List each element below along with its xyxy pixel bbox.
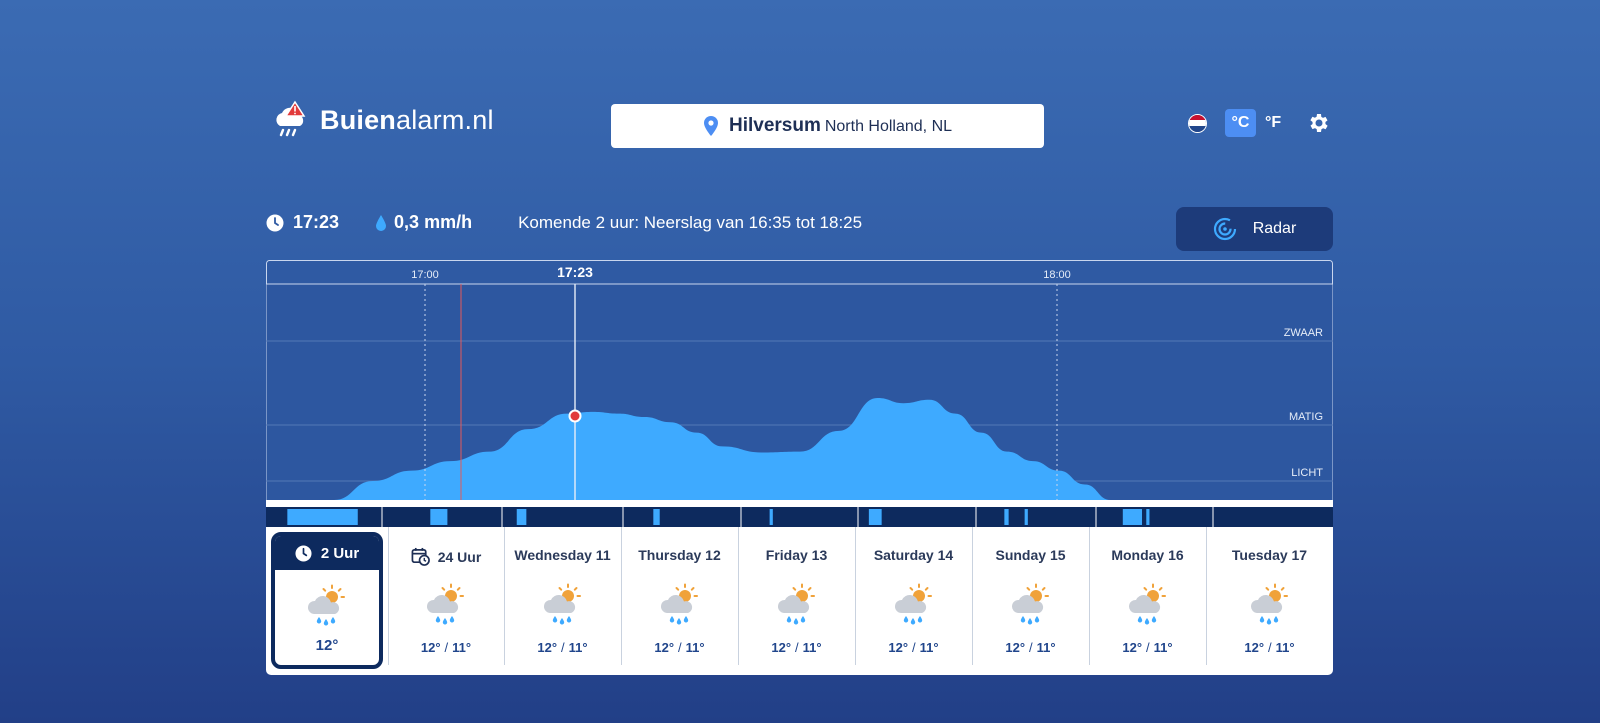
- tab-day-low: 11°: [919, 640, 939, 655]
- tab-2-uur[interactable]: 2 Uur 12°: [271, 532, 383, 669]
- tab-day-label: Wednesday 11: [514, 547, 611, 563]
- tab-day-2[interactable]: Friday 13 12°/11°: [738, 527, 855, 665]
- forecast-summary: Komende 2 uur: Neerslag van 16:35 tot 18…: [518, 212, 863, 232]
- strip-segment: [1122, 509, 1143, 525]
- celsius-toggle[interactable]: °C: [1225, 109, 1256, 137]
- netherlands-flag-icon[interactable]: [1188, 113, 1207, 133]
- temp-separator: /: [1268, 640, 1272, 655]
- tab-day-high: 12°: [888, 640, 909, 655]
- tab-2-uur-label: 2 Uur: [320, 544, 360, 562]
- location-city: Hilversum: [728, 115, 821, 136]
- sun-cloud-rain-icon: [1010, 583, 1049, 625]
- cursor-marker[interactable]: [568, 409, 582, 423]
- tab-day-6[interactable]: Tuesday 17 12°/11°: [1206, 527, 1333, 665]
- tab-day-high: 12°: [771, 640, 792, 655]
- gear-icon[interactable]: [1307, 111, 1331, 135]
- location-region: North Holland, NL: [824, 118, 953, 135]
- current-conditions: 17:23 0,3 mm/h Komende 2 uur: Neerslag v…: [266, 212, 862, 233]
- tick-label-1800: 18:00: [1043, 269, 1071, 281]
- raindrop-icon: [376, 214, 387, 231]
- tab-day-label: Sunday 15: [995, 547, 1066, 563]
- temp-separator: /: [1029, 640, 1033, 655]
- temp-separator: /: [912, 640, 916, 655]
- tab-day-label: Thursday 12: [638, 547, 721, 563]
- tab-day-low: 11°: [685, 640, 705, 655]
- sun-cloud-rain-icon: [542, 583, 581, 625]
- tab-day-0[interactable]: Wednesday 11 12°/11°: [504, 527, 621, 665]
- tab-24-uur-low: 11°: [452, 640, 472, 655]
- header-controls: °C °F: [1188, 109, 1331, 137]
- radar-button-label: Radar: [1252, 220, 1297, 237]
- tick-label-1700: 17:00: [411, 269, 439, 281]
- tab-day-high: 12°: [1244, 640, 1265, 655]
- tab-day-low: 11°: [1153, 640, 1173, 655]
- sun-cloud-rain-icon: [893, 583, 932, 625]
- sun-cloud-rain-icon: [425, 583, 464, 625]
- tab-24-uur[interactable]: 24 Uur 12°/11°: [388, 527, 504, 665]
- brand-logo[interactable]: Buienalarm.nl: [270, 100, 494, 140]
- location-search[interactable]: Hilversum North Holland, NL: [611, 104, 1044, 148]
- clock-icon: [266, 214, 284, 231]
- tab-24-uur-label: 24 Uur: [437, 548, 482, 565]
- strip-segment: [287, 509, 358, 525]
- fahrenheit-toggle[interactable]: °F: [1265, 114, 1282, 131]
- precipitation-chart[interactable]: ZWAAR MATIG LICHT 17:00 18:00 17:23: [266, 260, 1333, 507]
- precipitation-timeline-strip: [266, 507, 1333, 527]
- brand-name-bold: Buien: [320, 104, 397, 135]
- strip-segment: [516, 509, 527, 525]
- temp-separator: /: [795, 640, 799, 655]
- tab-day-5[interactable]: Monday 16 12°/11°: [1089, 527, 1206, 665]
- strip-segment: [769, 509, 773, 525]
- tab-day-label: Monday 16: [1111, 547, 1184, 563]
- radar-button[interactable]: Radar: [1176, 207, 1333, 251]
- current-time: 17:23: [293, 212, 340, 232]
- temp-separator: /: [1146, 640, 1150, 655]
- clock-icon: [295, 544, 312, 562]
- sun-cloud-rain-icon: [1127, 583, 1166, 625]
- forecast-tabs: 2 Uur 12° 24 Uur 12°/11° Wednesday 11 12°…: [266, 527, 1333, 675]
- tab-day-low: 11°: [568, 640, 588, 655]
- tab-day-high: 12°: [1122, 640, 1143, 655]
- strip-segment: [1146, 509, 1150, 525]
- level-label-zwaar: ZWAAR: [1284, 327, 1323, 339]
- tab-day-4[interactable]: Sunday 15 12°/11°: [972, 527, 1089, 665]
- tab-day-high: 12°: [1005, 640, 1026, 655]
- tab-day-1[interactable]: Thursday 12 12°/11°: [621, 527, 738, 665]
- current-intensity: 0,3 mm/h: [394, 212, 473, 232]
- level-label-matig: MATIG: [1289, 411, 1323, 423]
- tab-day-high: 12°: [537, 640, 558, 655]
- brand-name-rest: alarm.nl: [396, 104, 494, 135]
- strip-segment: [430, 509, 448, 525]
- strip-segment: [653, 509, 660, 525]
- tab-day-low: 11°: [1036, 640, 1056, 655]
- radar-icon: [1213, 217, 1236, 241]
- temp-separator: /: [444, 640, 449, 655]
- rain-area: [334, 398, 1266, 500]
- tab-day-3[interactable]: Saturday 14 12°/11°: [855, 527, 972, 665]
- tab-day-low: 11°: [1275, 640, 1295, 655]
- tab-day-high: 12°: [654, 640, 675, 655]
- temp-separator: /: [678, 640, 682, 655]
- rain-cloud-warning-icon: [276, 100, 306, 137]
- tab-day-low: 11°: [802, 640, 822, 655]
- sun-cloud-rain-icon: [1249, 583, 1288, 625]
- sun-cloud-rain-icon: [306, 584, 345, 626]
- strip-segment: [868, 509, 882, 525]
- tab-24-uur-high: 12°: [420, 640, 441, 655]
- tab-day-label: Friday 13: [765, 547, 828, 563]
- tab-day-label: Tuesday 17: [1231, 547, 1308, 563]
- calendar-clock-icon: [411, 547, 430, 566]
- sun-cloud-rain-icon: [659, 583, 698, 625]
- cursor-time-label: 17:23: [557, 264, 593, 280]
- tab-2-uur-temp: 12°: [315, 637, 339, 654]
- tab-day-label: Saturday 14: [873, 547, 954, 563]
- map-pin-icon: [703, 116, 718, 136]
- level-label-licht: LICHT: [1291, 467, 1323, 479]
- strip-segment: [1024, 509, 1028, 525]
- sun-cloud-rain-icon: [776, 583, 815, 625]
- strip-segment: [1004, 509, 1009, 525]
- temp-separator: /: [561, 640, 565, 655]
